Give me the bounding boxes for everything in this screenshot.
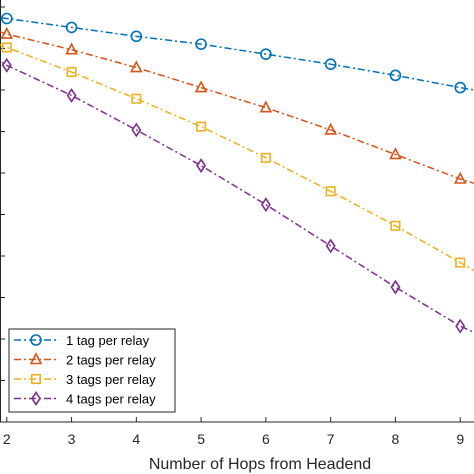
legend-item: 1 tag per relay (14, 333, 150, 348)
series-3 (0, 42, 474, 272)
data-point (455, 318, 466, 334)
series-line (0, 16, 474, 91)
data-point (30, 334, 42, 346)
legend-item: 2 tags per relay (14, 352, 156, 368)
data-point (259, 100, 273, 113)
x-tick-label: 6 (262, 431, 270, 447)
x-tick-label: 3 (68, 431, 76, 447)
x-tick-label: 8 (392, 431, 400, 447)
data-point (454, 81, 467, 94)
data-point (29, 352, 43, 365)
x-tick-label: 9 (456, 431, 464, 447)
legend-label: 2 tags per relay (66, 353, 156, 368)
data-point (130, 60, 143, 73)
x-tick-label: 7 (327, 431, 335, 447)
x-tick-label: 2 (3, 431, 11, 447)
data-point (1, 42, 12, 53)
y-axis-ticks (0, 6, 5, 423)
series-line (0, 44, 474, 272)
data-point (66, 66, 77, 78)
data-point (455, 257, 466, 268)
data-point (30, 373, 42, 385)
series-4 (0, 57, 474, 334)
legend: 1 tag per relay 2 tags per relay 3 tags pe… (8, 328, 176, 413)
data-point (196, 158, 207, 174)
data-point (324, 58, 337, 70)
x-axis-ticks: 2 3 4 5 6 7 8 9 (3, 417, 464, 447)
data-point (260, 197, 271, 213)
data-point (65, 42, 78, 55)
legend-label: 3 tags per relay (66, 372, 156, 387)
legend-box (8, 328, 176, 413)
data-point (65, 21, 78, 34)
data-point (325, 186, 336, 197)
data-point (0, 12, 13, 25)
legend-label: 4 tags per relay (66, 392, 156, 407)
data-point (31, 391, 41, 406)
data-point (195, 38, 207, 50)
legend-item: 3 tags per relay (14, 372, 156, 387)
series-line (0, 30, 474, 185)
data-point (390, 220, 401, 231)
data-point (130, 30, 143, 43)
data-point (196, 121, 207, 132)
data-point (389, 69, 402, 82)
x-axis-title: Number of Hops from Headend (149, 456, 371, 473)
data-point (1, 57, 12, 73)
data-point (389, 147, 402, 160)
data-point (0, 26, 14, 39)
series-1 (0, 12, 474, 94)
data-point (66, 87, 77, 103)
series-line (0, 60, 474, 334)
series-layer (0, 12, 474, 334)
series-2 (0, 26, 474, 185)
data-point (260, 152, 271, 163)
data-point (453, 171, 467, 184)
data-point (131, 122, 142, 138)
data-point (324, 122, 337, 135)
legend-label: 1 tag per relay (66, 333, 150, 348)
legend-item: 4 tags per relay (14, 391, 156, 407)
x-tick-label: 4 (132, 431, 140, 447)
x-tick-label: 5 (197, 431, 205, 447)
data-point (325, 238, 336, 254)
data-point (131, 93, 142, 104)
data-point (194, 80, 208, 93)
data-point (390, 279, 401, 295)
data-point (260, 48, 272, 60)
